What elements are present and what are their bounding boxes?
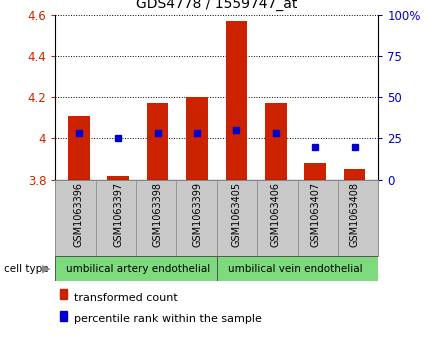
Text: GSM1063406: GSM1063406 xyxy=(271,182,281,247)
Text: cell type: cell type xyxy=(4,264,49,274)
Text: GSM1063399: GSM1063399 xyxy=(192,182,202,247)
Text: GSM1063408: GSM1063408 xyxy=(350,182,360,247)
Bar xyxy=(298,180,338,256)
Bar xyxy=(176,180,217,256)
Bar xyxy=(217,180,257,256)
Text: GSM1063405: GSM1063405 xyxy=(232,182,241,247)
Bar xyxy=(304,163,326,180)
Text: GSM1063407: GSM1063407 xyxy=(310,182,320,247)
Text: umbilical vein endothelial: umbilical vein endothelial xyxy=(228,264,363,274)
Bar xyxy=(108,176,129,180)
Bar xyxy=(338,180,378,256)
Text: percentile rank within the sample: percentile rank within the sample xyxy=(74,314,261,325)
Text: transformed count: transformed count xyxy=(74,293,177,303)
Bar xyxy=(55,180,96,256)
Bar xyxy=(96,180,136,256)
Text: GSM1063397: GSM1063397 xyxy=(113,182,123,247)
Bar xyxy=(217,256,378,281)
Bar xyxy=(226,21,247,180)
Bar xyxy=(147,103,168,180)
Bar xyxy=(136,180,176,256)
Bar xyxy=(344,170,366,180)
Bar xyxy=(68,116,90,180)
Text: umbilical artery endothelial: umbilical artery endothelial xyxy=(66,264,210,274)
Text: GSM1063398: GSM1063398 xyxy=(153,182,163,247)
Bar xyxy=(257,180,298,256)
Bar xyxy=(186,97,208,180)
Text: ▶: ▶ xyxy=(42,264,50,274)
Text: GSM1063396: GSM1063396 xyxy=(74,182,84,247)
Bar xyxy=(265,103,287,180)
Title: GDS4778 / 1559747_at: GDS4778 / 1559747_at xyxy=(136,0,298,11)
Bar xyxy=(55,256,217,281)
